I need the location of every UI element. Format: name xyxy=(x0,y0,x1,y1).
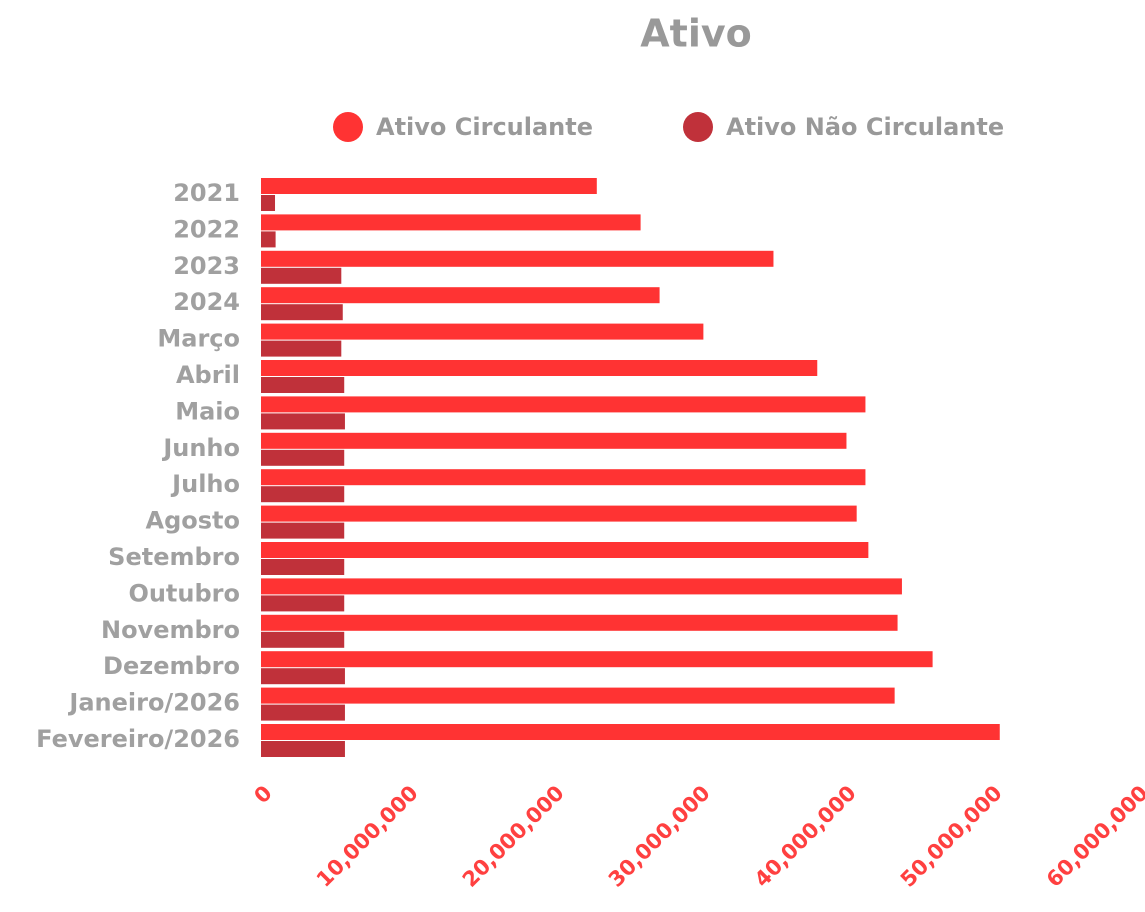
bar xyxy=(261,377,345,393)
bar xyxy=(261,505,857,522)
y-tick-label: Maio xyxy=(175,397,240,425)
bar xyxy=(261,704,345,721)
y-tick-label: 2021 xyxy=(173,179,240,207)
bar xyxy=(261,578,902,595)
bar xyxy=(261,178,597,194)
y-tick-label: Agosto xyxy=(146,507,241,535)
legend-label: Ativo Circulante xyxy=(376,113,593,141)
x-tick-label: 30,000,000 xyxy=(604,781,715,892)
y-tick-label: Junho xyxy=(161,434,240,462)
x-tick-label: 40,000,000 xyxy=(750,781,861,892)
bar xyxy=(261,469,866,486)
y-tick-label: Fevereiro/2026 xyxy=(36,725,240,753)
bar xyxy=(261,542,869,558)
x-tick-label: 10,000,000 xyxy=(312,781,423,892)
y-tick-label: Julho xyxy=(170,470,240,498)
legend-swatch xyxy=(683,112,713,142)
bar xyxy=(261,668,345,685)
bar xyxy=(261,559,345,575)
y-tick-label: Abril xyxy=(176,361,240,389)
y-tick-label: Janeiro/2026 xyxy=(67,689,240,717)
bar xyxy=(261,267,342,284)
bar xyxy=(261,486,345,503)
y-tick-label: 2022 xyxy=(173,215,240,243)
y-tick-label: 2023 xyxy=(173,252,240,280)
bar xyxy=(261,595,345,612)
bar xyxy=(261,323,704,340)
bar xyxy=(261,231,276,248)
bar xyxy=(261,396,866,413)
bar xyxy=(261,631,345,648)
x-tick-label: 0 xyxy=(249,781,276,808)
y-tick-label: Setembro xyxy=(108,543,240,571)
bar xyxy=(261,340,342,357)
bar xyxy=(261,195,276,211)
y-tick-label: Dezembro xyxy=(103,652,240,680)
bar xyxy=(261,651,933,668)
bar xyxy=(261,304,343,321)
bar xyxy=(261,250,774,267)
bar xyxy=(261,687,895,704)
bar xyxy=(261,724,1000,740)
y-tick-label: Março xyxy=(157,325,240,353)
legend-swatch xyxy=(333,112,363,142)
y-tick-label: Outubro xyxy=(128,579,240,607)
bar xyxy=(261,413,345,430)
bar xyxy=(261,741,345,757)
bar xyxy=(261,214,641,231)
y-tick-label: 2024 xyxy=(173,288,240,316)
x-tick-label: 20,000,000 xyxy=(458,781,569,892)
bar xyxy=(261,614,898,631)
y-tick-label: Novembro xyxy=(101,616,240,644)
chart-title: Ativo xyxy=(640,12,751,56)
legend-label: Ativo Não Circulante xyxy=(726,113,1004,141)
bar xyxy=(261,449,345,466)
bar xyxy=(261,360,818,376)
bar xyxy=(261,287,660,304)
x-tick-label: 60,000,000 xyxy=(1042,781,1145,892)
bar xyxy=(261,432,847,449)
x-tick-label: 50,000,000 xyxy=(896,781,1007,892)
bar xyxy=(261,522,345,539)
